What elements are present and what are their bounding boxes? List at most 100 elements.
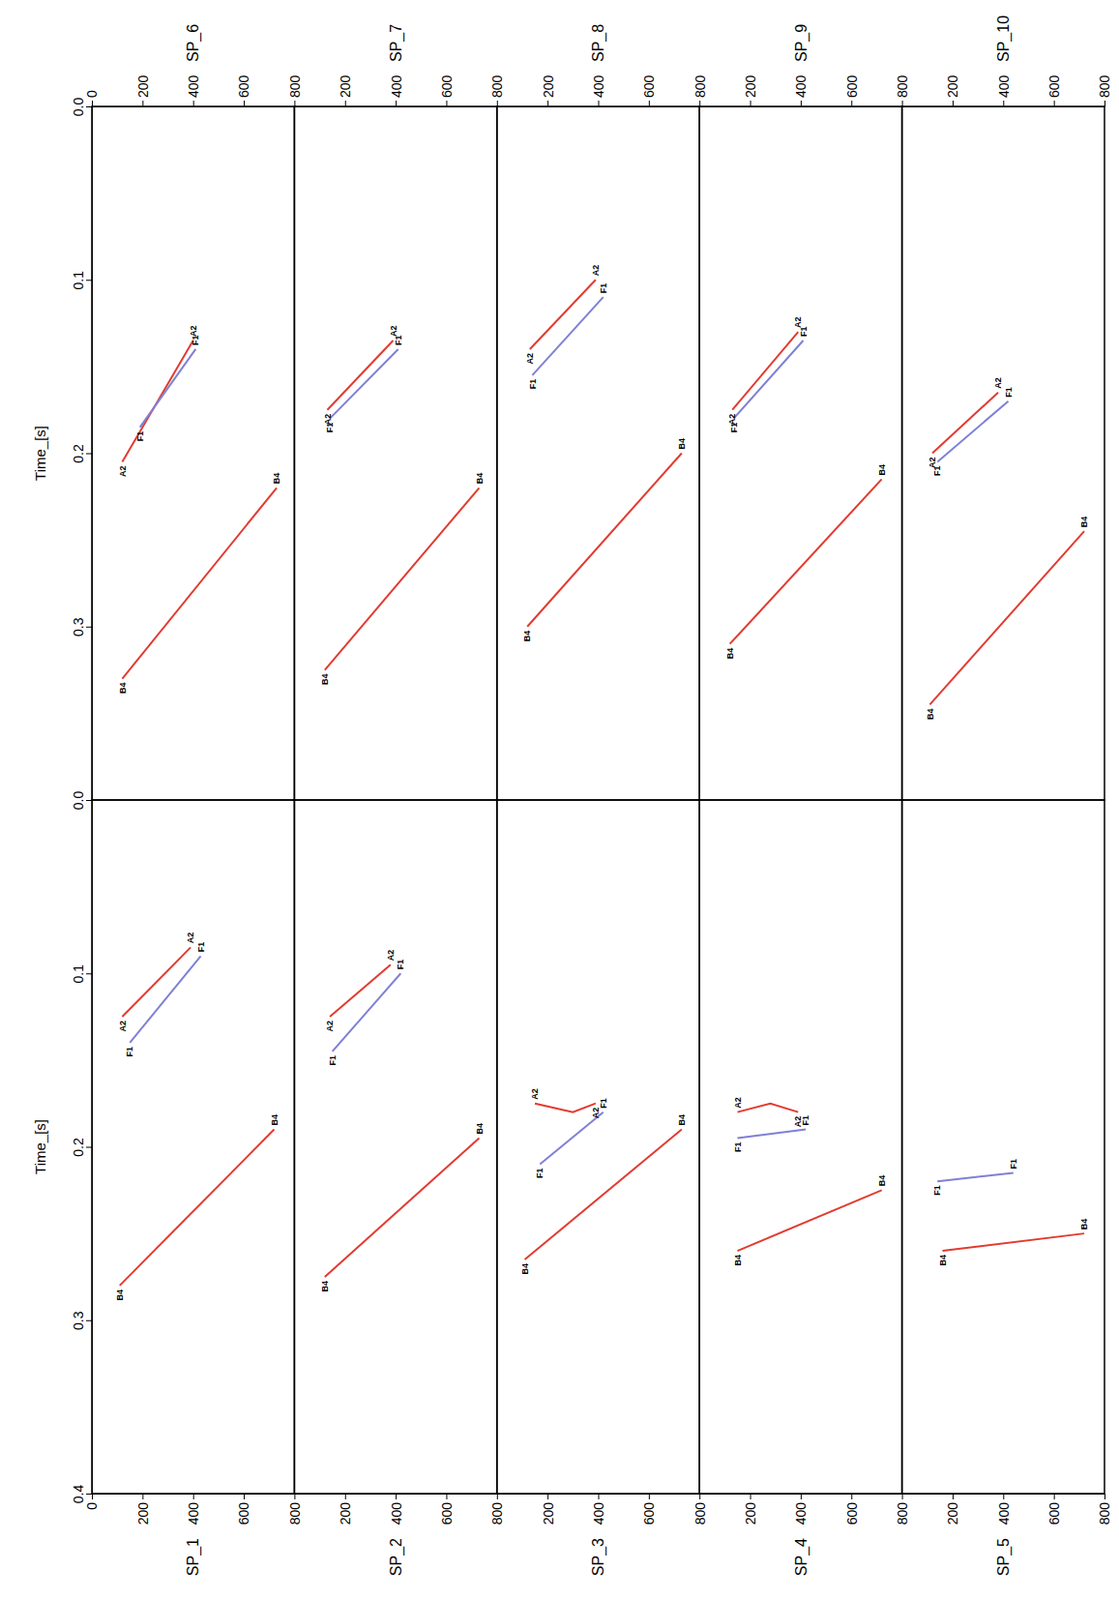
pick-label: A2	[525, 353, 535, 365]
y-tick-label: 0.3	[70, 1310, 87, 1330]
x-tick: 200	[337, 1493, 354, 1525]
y-tick-label: 0.0	[70, 97, 87, 118]
x-tick-mark	[598, 1493, 600, 1500]
x-tick-mark	[193, 1493, 195, 1500]
x-tick: 200	[742, 74, 759, 107]
x-tick: 400	[388, 1493, 405, 1525]
pick-label: B4	[115, 1289, 125, 1301]
x-tick: 200	[540, 1493, 557, 1525]
x-tick-label: 400	[388, 1501, 405, 1526]
pick-label: B4	[520, 1263, 531, 1275]
x-tick-label: 800	[489, 74, 505, 98]
pick-label: F1	[124, 1046, 135, 1058]
x-tick-label: 600	[1046, 74, 1062, 98]
pick-label: B4	[877, 1175, 887, 1187]
plot-frame	[497, 799, 700, 1494]
x-tick: 0	[84, 89, 100, 107]
pick-line	[527, 453, 682, 627]
x-tick-mark	[445, 1493, 447, 1500]
x-tick-mark	[952, 100, 954, 107]
pick-line	[129, 955, 201, 1043]
y-tick-label: 0.0	[70, 791, 87, 811]
x-tick-label: 600	[439, 1501, 455, 1526]
pick-line	[525, 1129, 682, 1260]
line-labels: A2A2F1F1B4B4	[115, 932, 280, 1301]
plot-frame	[902, 799, 1105, 1494]
pick-line	[329, 964, 391, 1017]
panel: 200400600800SP_2A2A2F1F1B4B4	[294, 799, 505, 1576]
pick-label: A2	[188, 324, 199, 337]
pick-label: F1	[1008, 1158, 1019, 1170]
x-tick: 600	[641, 1493, 657, 1525]
x-tick: 400	[590, 74, 607, 107]
x-axis: 200400600800	[902, 1493, 1113, 1525]
line-labels: A2A2F1F1B4B4	[117, 324, 283, 694]
x-tick-mark	[547, 100, 549, 107]
x-tick-mark	[193, 100, 195, 107]
x-tick: 200	[337, 74, 354, 107]
pick-label: B4	[877, 464, 887, 476]
pick-line	[324, 487, 480, 670]
panel-title: SP_4	[793, 1537, 811, 1576]
x-tick-mark	[1002, 1493, 1004, 1500]
pick-label: F1	[196, 942, 207, 953]
x-tick: 600	[1046, 74, 1062, 107]
pick-label: F1	[932, 1184, 943, 1196]
x-tick: 600	[1046, 1493, 1062, 1525]
panel: 02004006008000.00.10.20.3Time_[s]SP_6A2A…	[31, 24, 303, 801]
plot-frame	[294, 106, 497, 800]
x-tick-mark	[243, 100, 245, 107]
x-tick-label: 400	[793, 74, 809, 98]
pick-line	[119, 1129, 275, 1286]
x-tick-label: 200	[742, 1501, 759, 1526]
x-tick: 400	[793, 1493, 809, 1525]
pick-label: F1	[534, 1167, 545, 1178]
panel-title: SP_1	[184, 1537, 203, 1576]
x-tick-label: 800	[1096, 74, 1113, 98]
x-tick-mark	[497, 100, 499, 107]
pick-line	[534, 1103, 596, 1113]
y-axis: 0.00.10.20.30.4	[70, 791, 93, 1504]
x-tick-label: 400	[996, 74, 1012, 98]
x-tick: 800	[692, 1493, 708, 1525]
pick-label: F1	[528, 379, 538, 390]
panel-title: SP_8	[589, 24, 608, 62]
pick-label: A2	[185, 932, 196, 944]
x-tick-label: 800	[287, 74, 303, 98]
panel: 02004006008000.00.10.20.30.4Time_[s]SP_1…	[31, 791, 303, 1577]
plot-frame	[294, 799, 497, 1494]
x-tick-mark	[547, 1493, 549, 1500]
pick-label: F1	[327, 1055, 338, 1066]
pick-label: A2	[793, 317, 803, 329]
y-axis-title: Time_[s]	[31, 425, 49, 481]
pick-label: A2	[117, 465, 128, 477]
plot-frame	[497, 106, 700, 800]
x-tick-mark	[902, 100, 904, 107]
pick-line	[329, 349, 399, 419]
x-tick: 800	[1096, 1493, 1113, 1525]
pick-label: B4	[474, 472, 485, 485]
pick-label: F1	[135, 431, 146, 442]
x-tick: 800	[894, 1493, 911, 1525]
x-tick: 600	[439, 74, 455, 107]
x-tick-mark	[750, 1493, 752, 1500]
x-tick-label: 800	[692, 74, 708, 98]
pick-line	[326, 340, 393, 411]
x-tick-mark	[851, 1493, 853, 1500]
pick-line	[732, 331, 798, 411]
x-tick-label: 600	[235, 1501, 252, 1526]
x-tick-mark	[750, 100, 752, 107]
y-tick: 0.4	[70, 1484, 92, 1504]
line-labels: A2A2F1F1B4B4	[925, 377, 1090, 720]
pick-line	[734, 340, 804, 419]
y-tick-mark	[86, 279, 92, 281]
x-tick-label: 600	[641, 74, 657, 98]
x-tick-label: 200	[540, 1501, 557, 1526]
marks	[736, 1103, 882, 1251]
marks	[937, 1172, 1085, 1251]
pick-label: B4	[522, 630, 532, 643]
x-tick-label: 200	[540, 74, 557, 98]
x-tick-label: 400	[185, 1501, 202, 1526]
x-tick-label: 600	[844, 74, 860, 98]
x-tick: 600	[844, 1493, 860, 1525]
